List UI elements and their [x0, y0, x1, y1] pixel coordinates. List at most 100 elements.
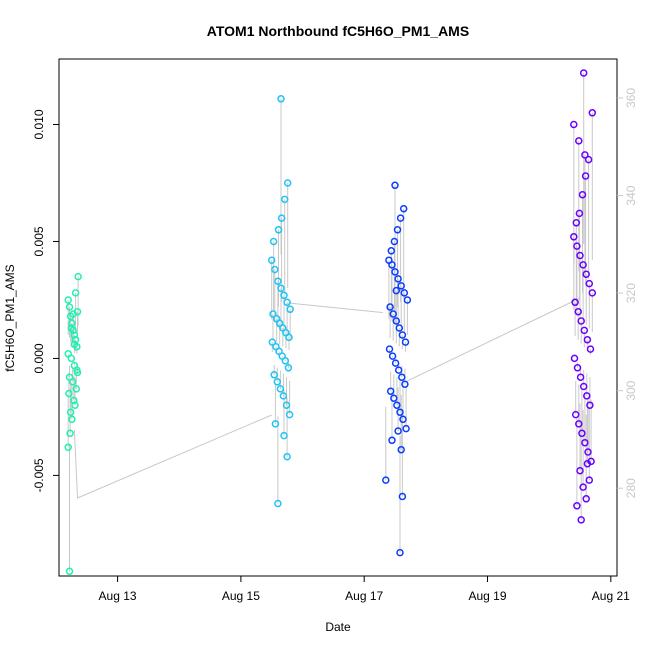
data-point — [401, 338, 410, 346]
data-point — [399, 415, 407, 424]
data-point — [398, 492, 407, 501]
data-point — [580, 326, 589, 335]
data-point — [576, 373, 585, 381]
data-point — [584, 448, 592, 456]
data-point — [582, 270, 590, 278]
data-point — [283, 179, 292, 187]
data-point — [386, 303, 394, 311]
track-segment-2 — [407, 297, 581, 382]
data-point — [279, 392, 288, 400]
data-point — [573, 502, 581, 510]
data-point — [396, 548, 404, 557]
data-point — [269, 237, 278, 246]
data-point — [73, 366, 81, 374]
data-point — [571, 298, 579, 307]
data-point — [65, 567, 74, 576]
data-point — [269, 310, 277, 318]
track-segment-0 — [73, 414, 272, 499]
data-point — [274, 226, 283, 234]
data-point — [574, 307, 582, 316]
data-point — [391, 181, 399, 190]
data-point — [390, 237, 399, 246]
data-point — [65, 303, 74, 311]
points-layer — [64, 69, 597, 576]
data-point — [394, 366, 403, 374]
data-point — [579, 483, 587, 491]
data-point — [68, 415, 76, 424]
data-point — [583, 392, 591, 400]
data-point — [280, 291, 288, 300]
data-point — [588, 289, 597, 297]
data-point — [267, 256, 276, 264]
data-point — [283, 298, 291, 307]
data-point — [382, 476, 390, 484]
data-point — [398, 331, 407, 339]
data-point — [64, 296, 72, 304]
data-point — [400, 289, 409, 297]
y-tick-label: 0.010 — [32, 109, 46, 139]
data-point — [393, 226, 402, 234]
data-point — [66, 429, 74, 438]
data-point — [578, 429, 586, 438]
data-point — [270, 371, 278, 379]
data-point — [584, 155, 593, 164]
data-point — [65, 389, 73, 398]
data-point — [399, 204, 408, 213]
data-point — [397, 445, 405, 454]
data-point — [277, 284, 285, 293]
data-point — [286, 305, 294, 314]
data-point — [585, 476, 594, 484]
data-point — [284, 364, 293, 372]
data-point — [285, 410, 294, 419]
data-point — [581, 438, 589, 447]
x-tick-label: Aug 19 — [468, 589, 506, 603]
x-tick-label: Aug 15 — [222, 589, 260, 603]
data-point — [575, 420, 583, 428]
data-point — [388, 436, 396, 445]
data-point — [396, 214, 405, 222]
data-point — [387, 247, 396, 255]
data-point — [403, 296, 412, 304]
data-point — [67, 324, 76, 332]
chart-title: ATOM1 Northbound fC5H6O_PM1_AMS — [207, 23, 469, 39]
data-point — [386, 387, 395, 395]
data-point — [576, 466, 584, 475]
data-point — [388, 352, 397, 360]
data-point — [571, 410, 580, 419]
track-segment-1 — [287, 302, 383, 314]
data-point — [570, 354, 579, 363]
data-point — [586, 401, 594, 409]
data-point — [277, 95, 285, 103]
x-tick-label: Aug 13 — [99, 589, 137, 603]
data-point — [282, 401, 291, 409]
data-point — [573, 364, 582, 372]
data-point — [277, 214, 286, 222]
data-point — [70, 396, 78, 405]
data-point — [581, 172, 590, 180]
data-point — [583, 459, 592, 468]
data-point — [579, 69, 588, 77]
data-point — [579, 261, 587, 269]
data-point — [68, 319, 76, 328]
data-point — [579, 382, 588, 391]
data-point — [393, 401, 401, 409]
data-point — [68, 378, 77, 386]
data-point — [388, 261, 396, 269]
data-point — [578, 190, 587, 199]
data-point — [70, 331, 79, 339]
data-point — [72, 385, 81, 393]
data-point — [577, 516, 585, 524]
data-point — [575, 209, 584, 218]
y2-tick-label: 320 — [624, 283, 638, 303]
data-point — [73, 307, 82, 316]
secondary-y-axis: 280 300 320 340 360 — [617, 88, 638, 498]
data-point — [67, 354, 76, 363]
data-point — [276, 385, 285, 393]
data-point — [397, 282, 405, 290]
data-point — [401, 380, 409, 388]
data-point — [395, 324, 404, 332]
data-point — [285, 333, 293, 342]
data-point — [71, 289, 80, 297]
data-point — [71, 335, 80, 344]
